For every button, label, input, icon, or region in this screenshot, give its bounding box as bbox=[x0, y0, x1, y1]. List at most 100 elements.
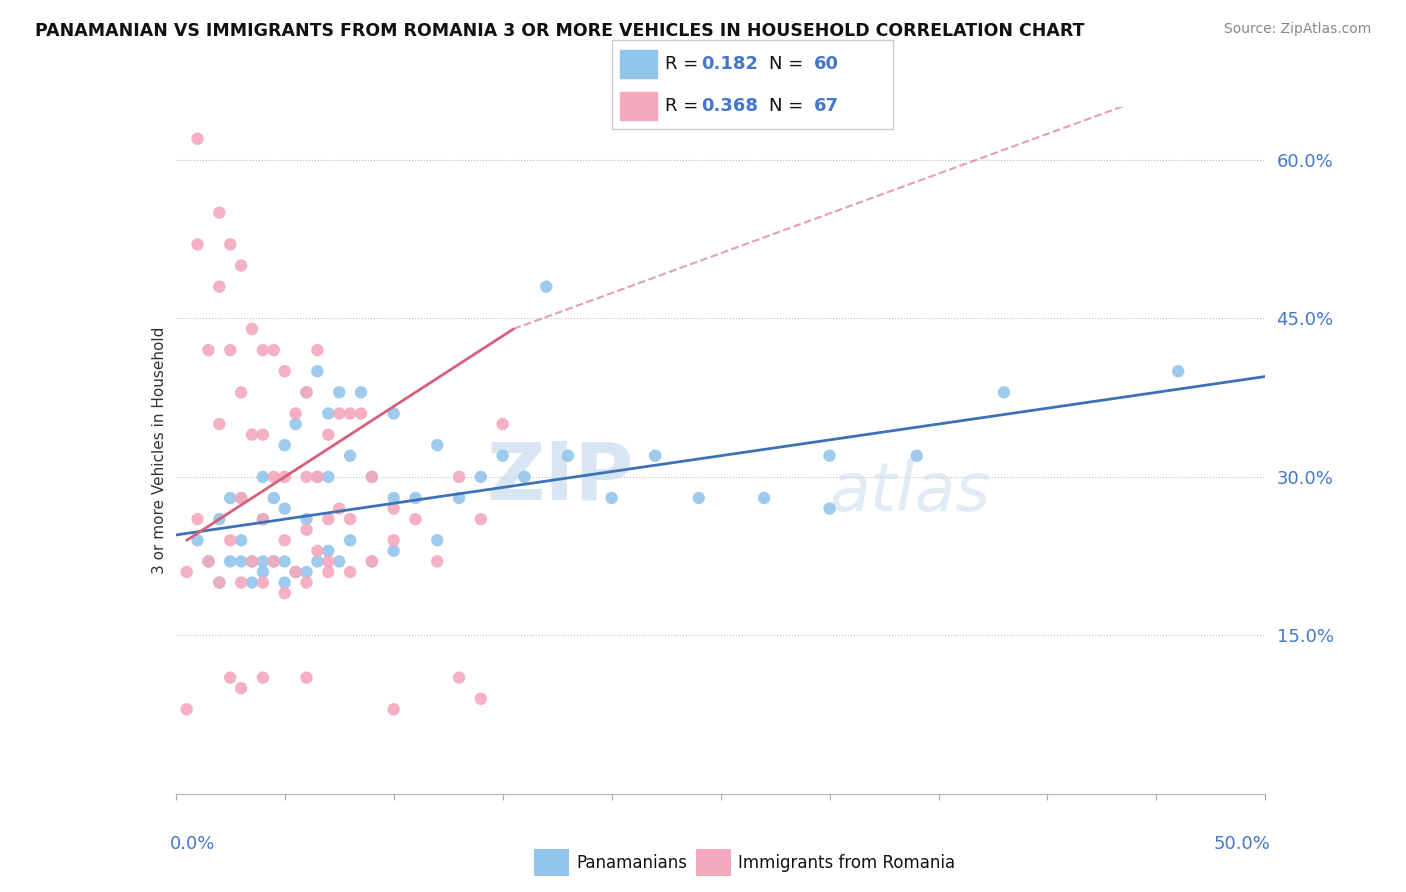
Text: N =: N = bbox=[769, 97, 808, 115]
Text: atlas: atlas bbox=[830, 458, 991, 524]
Point bbox=[295, 512, 318, 526]
Point bbox=[339, 533, 361, 548]
Point bbox=[231, 259, 253, 273]
Point bbox=[688, 491, 710, 505]
Point bbox=[240, 575, 263, 590]
Point bbox=[492, 417, 515, 431]
Point bbox=[252, 512, 274, 526]
Point bbox=[176, 702, 198, 716]
Text: N =: N = bbox=[769, 55, 808, 73]
Point bbox=[231, 554, 253, 568]
Point bbox=[350, 407, 373, 421]
Point bbox=[1167, 364, 1189, 378]
Point bbox=[360, 554, 382, 568]
Point bbox=[208, 575, 231, 590]
Text: 0.182: 0.182 bbox=[702, 55, 759, 73]
Point bbox=[339, 565, 361, 579]
Point bbox=[252, 575, 274, 590]
Point bbox=[470, 470, 492, 484]
Point bbox=[186, 237, 209, 252]
Point bbox=[447, 671, 470, 685]
Point bbox=[382, 533, 405, 548]
Point bbox=[240, 554, 263, 568]
Text: 0.368: 0.368 bbox=[702, 97, 759, 115]
Point bbox=[263, 554, 285, 568]
Point bbox=[307, 364, 329, 378]
Point bbox=[382, 491, 405, 505]
Point bbox=[426, 533, 449, 548]
Text: 50.0%: 50.0% bbox=[1213, 835, 1271, 853]
Point bbox=[252, 470, 274, 484]
Text: PANAMANIAN VS IMMIGRANTS FROM ROMANIA 3 OR MORE VEHICLES IN HOUSEHOLD CORRELATIO: PANAMANIAN VS IMMIGRANTS FROM ROMANIA 3 … bbox=[35, 22, 1084, 40]
Point bbox=[447, 491, 470, 505]
Point bbox=[557, 449, 579, 463]
Point bbox=[219, 533, 242, 548]
Bar bbox=[620, 50, 657, 78]
Point bbox=[307, 470, 329, 484]
Point bbox=[382, 702, 405, 716]
Point bbox=[197, 343, 219, 357]
Text: 67: 67 bbox=[814, 97, 839, 115]
Point bbox=[231, 491, 253, 505]
Point bbox=[470, 512, 492, 526]
Point bbox=[513, 470, 536, 484]
Point bbox=[328, 501, 350, 516]
Point bbox=[339, 407, 361, 421]
Point bbox=[231, 681, 253, 696]
Point bbox=[405, 512, 427, 526]
Point bbox=[176, 565, 198, 579]
Point bbox=[318, 554, 340, 568]
Point bbox=[295, 385, 318, 400]
Point bbox=[318, 565, 340, 579]
Point bbox=[284, 565, 307, 579]
Point bbox=[534, 279, 557, 293]
Point bbox=[295, 671, 318, 685]
Point bbox=[307, 544, 329, 558]
Point bbox=[328, 385, 350, 400]
Text: Panamanians: Panamanians bbox=[576, 854, 688, 871]
Point bbox=[252, 512, 274, 526]
Point bbox=[240, 554, 263, 568]
Point bbox=[274, 470, 297, 484]
Point bbox=[295, 575, 318, 590]
Point bbox=[219, 237, 242, 252]
Point bbox=[186, 533, 209, 548]
Point bbox=[284, 407, 307, 421]
Point bbox=[993, 385, 1015, 400]
Text: Source: ZipAtlas.com: Source: ZipAtlas.com bbox=[1223, 22, 1371, 37]
Point bbox=[240, 427, 263, 442]
Point bbox=[252, 565, 274, 579]
Point bbox=[339, 449, 361, 463]
Point bbox=[492, 449, 515, 463]
Point bbox=[274, 575, 297, 590]
Point bbox=[219, 671, 242, 685]
Point bbox=[405, 491, 427, 505]
Point bbox=[240, 322, 263, 336]
Point bbox=[905, 449, 928, 463]
Text: Immigrants from Romania: Immigrants from Romania bbox=[738, 854, 955, 871]
Point bbox=[350, 385, 373, 400]
Point bbox=[284, 417, 307, 431]
Point bbox=[274, 554, 297, 568]
Point bbox=[339, 512, 361, 526]
Point bbox=[231, 575, 253, 590]
Point bbox=[231, 491, 253, 505]
Point bbox=[252, 427, 274, 442]
Point bbox=[307, 343, 329, 357]
Text: R =: R = bbox=[665, 97, 704, 115]
Point bbox=[318, 470, 340, 484]
Text: R =: R = bbox=[665, 55, 704, 73]
Point bbox=[470, 691, 492, 706]
Point bbox=[197, 554, 219, 568]
Point bbox=[382, 407, 405, 421]
Point bbox=[252, 554, 274, 568]
Point bbox=[186, 512, 209, 526]
Point bbox=[208, 575, 231, 590]
Y-axis label: 3 or more Vehicles in Household: 3 or more Vehicles in Household bbox=[152, 326, 167, 574]
Point bbox=[754, 491, 776, 505]
Point bbox=[318, 407, 340, 421]
Point bbox=[318, 427, 340, 442]
Point bbox=[295, 565, 318, 579]
Point bbox=[307, 554, 329, 568]
Point bbox=[208, 279, 231, 293]
